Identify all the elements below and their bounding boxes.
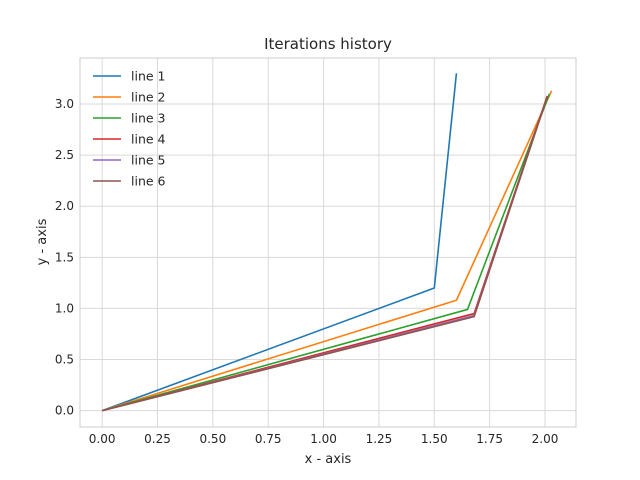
series-line-6 [101,96,548,412]
y-tick-label: 0.0 [55,404,74,418]
legend-label-3: line 3 [131,111,166,126]
plot-frame [79,57,577,428]
x-tick-label: 0.75 [255,432,282,446]
legend: line 1 line 2 line 3 line 4 line 5 line 6 [93,69,166,189]
legend-label-5: line 5 [131,153,166,168]
x-tick-label: 1.25 [366,432,393,446]
y-axis-label: y - axis [35,218,50,265]
legend-label-2: line 2 [131,90,166,105]
y-tick-label: 0.5 [55,353,74,367]
x-tick-label: 1.75 [476,432,503,446]
x-tick-label: 1.50 [421,432,448,446]
x-tick-label: 0.25 [144,432,171,446]
y-tick-label: 3.0 [55,97,74,111]
series-group [101,73,553,412]
legend-label-1: line 1 [131,69,166,84]
y-tick-labels: 0.0 0.5 1.0 1.5 2.0 2.5 3.0 [55,97,74,418]
legend-label-6: line 6 [131,174,166,189]
y-tick-label: 2.5 [55,148,74,162]
chart-title: Iterations history [264,35,392,53]
series-line-2 [101,90,553,412]
y-tick-label: 2.0 [55,199,74,213]
y-tick-label: 1.0 [55,301,74,315]
series-line-1 [101,73,458,412]
x-tick-labels: 0.00 0.25 0.50 0.75 1.00 1.25 1.50 1.75 2.00 [89,432,559,446]
x-axis-label: x - axis [305,452,352,467]
x-tick-label: 0.00 [89,432,116,446]
series-line-3 [101,93,551,412]
x-tick-label: 2.00 [532,432,559,446]
x-tick-label: 0.50 [199,432,226,446]
y-tick-label: 1.5 [55,250,74,264]
x-tick-label: 1.00 [310,432,337,446]
legend-label-4: line 4 [131,132,166,147]
